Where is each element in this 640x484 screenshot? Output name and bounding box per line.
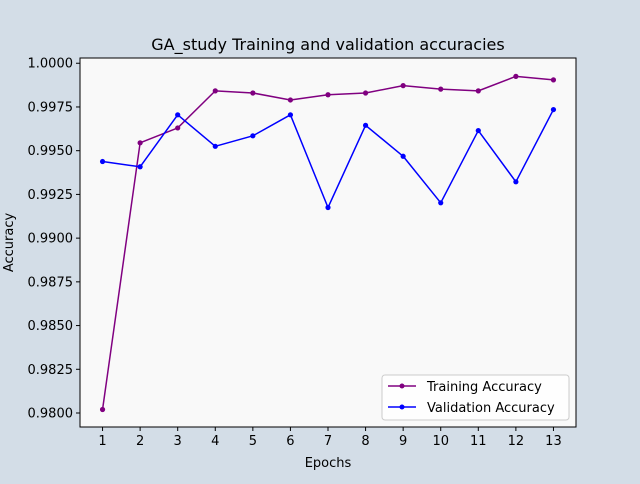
data-point-training	[475, 88, 481, 94]
x-tick-label: 10	[432, 434, 449, 449]
y-tick-label: 0.9825	[28, 363, 74, 378]
y-axis-ticks: 0.9800 0.9825 0.9850 0.9875 0.9900 0.9925 0.99…	[28, 57, 80, 422]
data-point-training	[513, 73, 519, 79]
legend-box	[381, 374, 570, 421]
x-axis-label: Epochs	[305, 456, 352, 471]
series-layer	[99, 73, 557, 413]
data-point-validation	[400, 153, 406, 159]
y-axis-label: Accuracy	[2, 213, 17, 273]
data-point-training	[325, 92, 331, 98]
y-tick-label: 0.9900	[28, 232, 74, 247]
x-tick-label: 8	[361, 434, 369, 449]
y-tick-label: 0.9950	[28, 144, 74, 159]
x-tick-label: 12	[508, 434, 525, 449]
legend-label-validation: Validation Accuracy	[427, 401, 555, 416]
x-tick-label: 4	[211, 434, 219, 449]
x-tick-label: 11	[470, 434, 487, 449]
x-tick-label: 7	[324, 434, 332, 449]
x-tick-label: 2	[136, 434, 144, 449]
data-point-training	[400, 83, 406, 89]
data-point-validation	[212, 143, 218, 149]
data-point-training	[250, 90, 256, 96]
x-tick-label: 13	[545, 434, 562, 449]
data-point-validation	[513, 179, 519, 185]
data-point-training	[99, 406, 106, 413]
x-tick-label: 3	[174, 434, 182, 449]
plot-area	[79, 57, 577, 428]
data-point-training	[137, 140, 143, 146]
legend-label-training: Training Accuracy	[426, 380, 542, 395]
legend: Training Accuracy Validation Accuracy	[381, 374, 570, 421]
data-point-validation	[99, 158, 106, 165]
y-tick-label: 1.0000	[28, 57, 74, 72]
data-point-validation	[325, 204, 331, 211]
data-point-validation	[250, 133, 256, 139]
chart-title: GA_study Training and validation accurac…	[151, 35, 504, 55]
data-point-validation	[438, 200, 444, 206]
data-point-validation	[475, 127, 481, 134]
legend-marker-validation	[399, 404, 405, 410]
data-point-validation	[175, 112, 181, 118]
data-point-validation	[550, 106, 557, 113]
y-tick-label: 0.9925	[28, 188, 74, 203]
data-point-validation	[362, 122, 369, 128]
y-tick-label: 0.9850	[28, 319, 74, 334]
y-tick-label: 0.9875	[28, 275, 74, 290]
legend-marker-training	[399, 383, 405, 389]
y-tick-label: 0.9975	[28, 100, 74, 115]
data-point-training	[438, 86, 444, 92]
data-point-training	[212, 88, 218, 94]
x-axis-ticks: 1 2 3 4 5 6 7 8 9 10 11 12 13	[98, 427, 562, 449]
data-point-validation	[287, 112, 294, 118]
x-tick-label: 9	[399, 434, 407, 449]
x-tick-label: 1	[98, 434, 106, 449]
data-point-training	[550, 77, 557, 83]
data-point-training	[362, 90, 369, 96]
x-tick-label: 5	[249, 434, 257, 449]
data-point-validation	[137, 164, 143, 170]
data-point-training	[287, 97, 294, 103]
data-point-training	[175, 125, 181, 131]
x-tick-label: 6	[286, 434, 294, 449]
y-tick-label: 0.9800	[28, 407, 74, 422]
